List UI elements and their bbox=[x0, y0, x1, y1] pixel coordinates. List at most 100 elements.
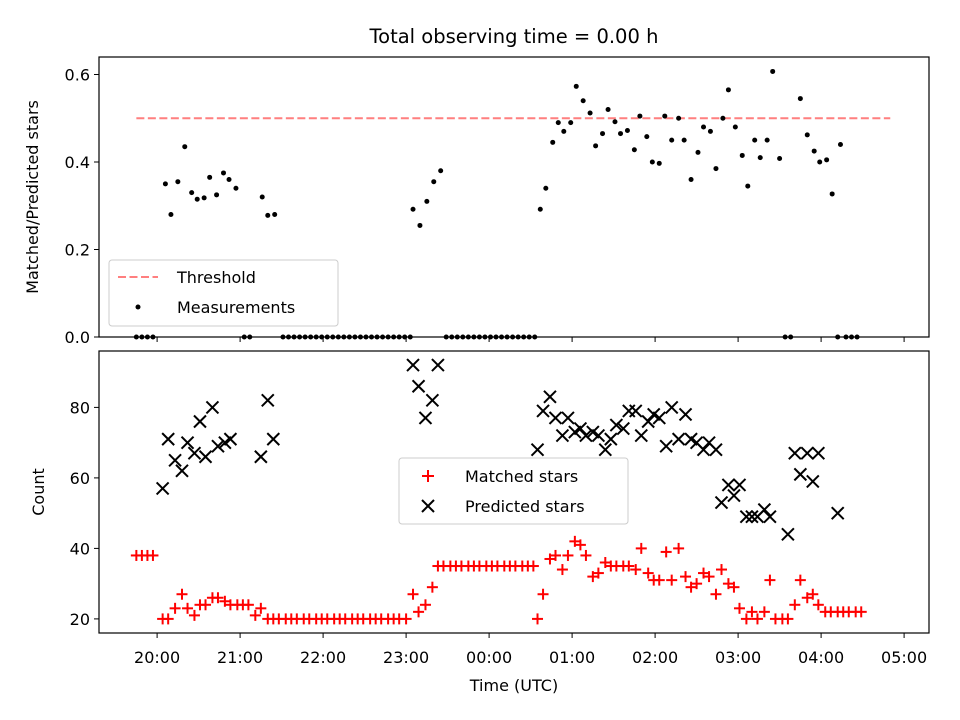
measurement-point bbox=[600, 131, 606, 137]
top-legend-box bbox=[108, 259, 339, 327]
measurement-point bbox=[656, 160, 662, 166]
measurement-point bbox=[631, 147, 637, 153]
measurement-point bbox=[259, 194, 265, 200]
measurement-point bbox=[720, 115, 726, 121]
matched-stars-point bbox=[758, 606, 770, 618]
top-panel-y-ticks: 0.0 0.2 0.4 0.6 bbox=[65, 66, 99, 347]
y-tick-label: 0.0 bbox=[65, 328, 90, 347]
y-tick-label: 0.4 bbox=[65, 153, 90, 172]
measurement-point bbox=[757, 155, 763, 161]
matched-stars-point bbox=[691, 578, 703, 590]
top-y-axis-label: Matched/Predicted stars bbox=[23, 100, 42, 294]
bottom-panel-data bbox=[130, 358, 867, 625]
predicted-stars-point bbox=[193, 414, 207, 429]
matched-stars-point bbox=[200, 599, 212, 611]
measurement-point bbox=[189, 190, 195, 196]
measurement-point bbox=[201, 195, 207, 201]
matched-stars-point bbox=[249, 609, 261, 621]
matched-stars-point bbox=[407, 588, 419, 600]
predicted-stars-point bbox=[555, 428, 570, 443]
matched-stars-point bbox=[703, 571, 715, 583]
matched-stars-point bbox=[147, 549, 159, 561]
predicted-stars-point bbox=[168, 453, 182, 467]
measurement-point bbox=[555, 120, 561, 126]
x-tick-label: 21:00 bbox=[217, 648, 263, 667]
matched-stars-point bbox=[680, 571, 692, 583]
predicted-stars-point bbox=[793, 467, 808, 482]
predicted-stars-point bbox=[616, 421, 630, 436]
matched-stars-point bbox=[642, 567, 654, 579]
measurement-point bbox=[568, 120, 574, 126]
matched-stars-point bbox=[562, 549, 574, 561]
predicted-stars-point bbox=[548, 411, 563, 425]
predicted-stars-point bbox=[604, 432, 618, 446]
predicted-stars-point bbox=[757, 502, 772, 517]
measurement-point bbox=[829, 191, 835, 197]
predicted-stars-point bbox=[763, 509, 777, 524]
predicted-stars-point bbox=[211, 439, 225, 453]
predicted-stars-point bbox=[573, 421, 588, 436]
predicted-stars-point bbox=[745, 509, 759, 524]
x-tick-label: 05:00 bbox=[881, 648, 927, 667]
measurement-point bbox=[752, 137, 758, 143]
y-tick-label: 20 bbox=[70, 610, 90, 629]
predicted-stars-point bbox=[254, 450, 268, 464]
matched-stars-point bbox=[789, 599, 801, 611]
x-tick-label: 01:00 bbox=[549, 648, 595, 667]
predicted-stars-point bbox=[155, 481, 170, 496]
measurement-point bbox=[804, 132, 810, 138]
measurement-point bbox=[272, 212, 278, 217]
matched-stars-point bbox=[242, 599, 254, 611]
matched-stars-point bbox=[751, 613, 763, 625]
y-tick-label: 0.2 bbox=[65, 241, 90, 260]
bottom-panel-frame bbox=[98, 350, 930, 634]
predicted-stars-point bbox=[175, 464, 189, 478]
measurement-point bbox=[644, 134, 650, 140]
predicted-stars-point bbox=[629, 404, 643, 418]
predicted-stars-point bbox=[811, 446, 826, 460]
y-tick-label: 80 bbox=[70, 398, 90, 417]
matched-stars-point bbox=[537, 588, 549, 600]
bottom-y-axis-label: Count bbox=[29, 468, 48, 516]
matched-legend-swatch bbox=[422, 470, 434, 482]
matched-stars-point bbox=[673, 542, 685, 554]
measurement-point bbox=[732, 124, 738, 130]
matched-stars-point bbox=[527, 560, 539, 572]
predicted-stars-point bbox=[609, 418, 624, 432]
predicted-stars-point bbox=[739, 509, 754, 524]
matched-stars-point bbox=[653, 574, 665, 586]
measurement-point bbox=[605, 107, 611, 112]
bottom-panel-x-ticks: 20:00 21:00 22:00 23:00 00:00 01:00 02:00 03:00… bbox=[134, 633, 927, 667]
top-panel-x-ticks bbox=[156, 337, 905, 342]
predicted-stars-point bbox=[418, 411, 433, 425]
matched-stars-point bbox=[419, 599, 431, 611]
matched-stars-point bbox=[812, 599, 824, 611]
matched-stars-point bbox=[169, 602, 181, 614]
predicted-stars-point bbox=[543, 390, 557, 404]
predicted-stars-point bbox=[530, 442, 545, 457]
measurement-point bbox=[681, 137, 687, 143]
predicted-stars-point bbox=[180, 435, 195, 450]
matched-stars-point bbox=[599, 557, 611, 568]
top-panel-data bbox=[133, 68, 891, 340]
matched-stars-point bbox=[544, 553, 556, 565]
matched-stars-point bbox=[733, 602, 745, 614]
predicted-stars-point bbox=[266, 432, 281, 446]
measurement-point bbox=[543, 185, 549, 191]
predicted-stars-point bbox=[198, 450, 213, 464]
measurement-point bbox=[410, 206, 416, 212]
matched-stars-point bbox=[162, 613, 174, 625]
predicted-legend-label: Predicted stars bbox=[465, 497, 585, 516]
predicted-stars-point bbox=[598, 442, 613, 457]
measurement-point bbox=[431, 179, 437, 185]
matched-stars-point bbox=[807, 588, 819, 600]
measurement-point bbox=[764, 137, 770, 143]
predicted-stars-point bbox=[678, 407, 693, 422]
measurement-point bbox=[438, 168, 444, 174]
matched-stars-point bbox=[188, 609, 200, 621]
measurement-point bbox=[649, 159, 655, 165]
predicted-legend-swatch bbox=[421, 499, 435, 513]
measurement-point bbox=[701, 124, 707, 130]
measurement-point bbox=[688, 177, 694, 182]
